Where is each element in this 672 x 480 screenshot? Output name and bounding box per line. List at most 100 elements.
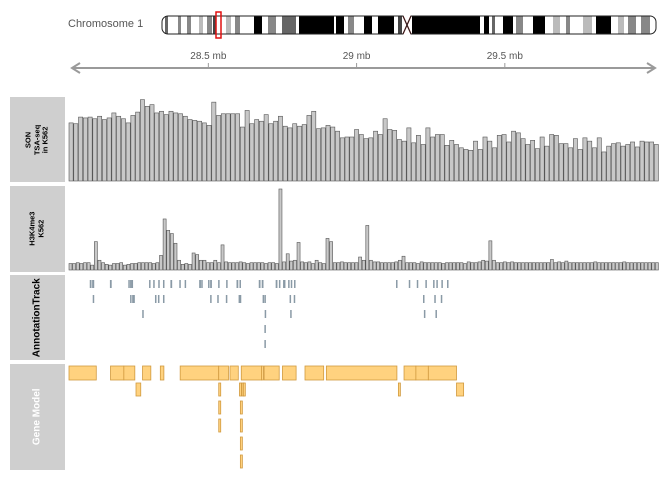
cytoband	[641, 16, 650, 34]
data-bar	[416, 135, 421, 182]
annotation-feature	[290, 310, 292, 318]
data-bar	[97, 259, 102, 271]
data-bar	[492, 259, 496, 271]
data-bar	[271, 262, 276, 271]
data-bar	[192, 120, 198, 182]
axis-arrow-right	[646, 62, 657, 74]
gene-exon	[239, 418, 243, 433]
data-bar	[517, 262, 522, 271]
cytoband	[533, 16, 545, 34]
data-bar	[213, 259, 218, 271]
data-bar	[549, 134, 555, 182]
data-bar	[311, 110, 317, 182]
data-bar	[254, 119, 260, 182]
data-bar	[423, 262, 428, 271]
data-bar	[608, 262, 612, 271]
annotation-feature	[109, 280, 112, 288]
data-bar	[292, 123, 298, 182]
data-bar	[73, 123, 79, 182]
data-bar	[112, 263, 116, 271]
data-bar	[339, 137, 345, 182]
data-bar	[97, 115, 103, 182]
cytoband	[268, 16, 276, 34]
annotation-feature	[236, 280, 239, 288]
gene-exon	[135, 382, 142, 397]
data-bar	[458, 147, 464, 182]
annotation-feature	[294, 280, 296, 288]
annotation-feature	[433, 280, 435, 288]
data-bar	[94, 241, 98, 271]
data-bar	[373, 130, 378, 182]
data-bar	[593, 261, 598, 271]
data-bar	[343, 262, 348, 271]
data-bar	[300, 261, 304, 271]
cytoband	[254, 16, 262, 34]
data-bar	[242, 262, 247, 271]
data-bar	[600, 262, 605, 271]
cytoband	[226, 16, 231, 34]
region-highlight-box	[215, 11, 222, 39]
data-bar	[230, 113, 236, 182]
data-bar	[144, 106, 150, 182]
data-bar	[188, 264, 192, 271]
data-bar	[285, 253, 290, 271]
data-bar	[459, 262, 464, 271]
data-bar	[484, 260, 489, 271]
data-bar	[487, 140, 493, 182]
data-bar	[278, 115, 283, 182]
data-bar	[376, 261, 380, 271]
annotation-feature	[157, 295, 160, 303]
gene-exon	[239, 436, 243, 451]
data-bar	[546, 262, 551, 271]
annotation-feature	[201, 280, 203, 288]
annotation-feature	[264, 340, 266, 348]
data-bar	[394, 261, 399, 271]
gene-exon	[110, 365, 125, 381]
track-label-annotation: AnnotationTrack	[10, 275, 65, 360]
data-bar	[398, 259, 402, 271]
annotation-feature	[132, 295, 134, 303]
data-bar	[121, 118, 126, 182]
data-bar	[358, 256, 362, 271]
annotation-feature	[92, 295, 95, 303]
cytoband	[484, 16, 489, 34]
data-bar	[550, 259, 554, 271]
gene-exon	[397, 382, 401, 397]
cytoband	[187, 16, 191, 34]
data-bar	[130, 115, 136, 182]
data-bar	[347, 262, 352, 271]
data-bar	[244, 110, 250, 182]
data-bar	[647, 262, 652, 271]
data-bar	[416, 263, 420, 271]
data-bar	[521, 262, 525, 271]
data-bar	[454, 144, 459, 182]
data-bar	[177, 259, 181, 271]
annotation-feature	[258, 280, 261, 288]
annotation-feature	[199, 280, 201, 288]
data-bar	[320, 127, 326, 182]
data-bar	[135, 111, 141, 182]
data-bar	[287, 127, 293, 182]
gene-exon	[325, 365, 398, 381]
data-bar	[68, 263, 73, 271]
data-bar	[259, 120, 264, 182]
cytoband	[348, 16, 354, 34]
data-bar	[506, 262, 511, 271]
annotation-feature	[184, 280, 187, 288]
data-bar	[503, 261, 507, 271]
data-bar	[455, 262, 460, 271]
data-bar	[573, 138, 578, 182]
gene-exon	[240, 365, 262, 381]
data-bar	[217, 262, 221, 271]
data-bar	[72, 263, 76, 271]
data-bar	[387, 262, 391, 271]
data-bar	[618, 262, 623, 271]
cytoband	[165, 16, 168, 34]
data-bar	[474, 262, 478, 271]
cytoband	[516, 16, 523, 34]
cytoband	[336, 16, 344, 34]
data-bar	[401, 140, 407, 182]
annotation-feature	[153, 280, 155, 288]
annotation-feature	[423, 310, 426, 318]
data-bar	[168, 110, 174, 182]
